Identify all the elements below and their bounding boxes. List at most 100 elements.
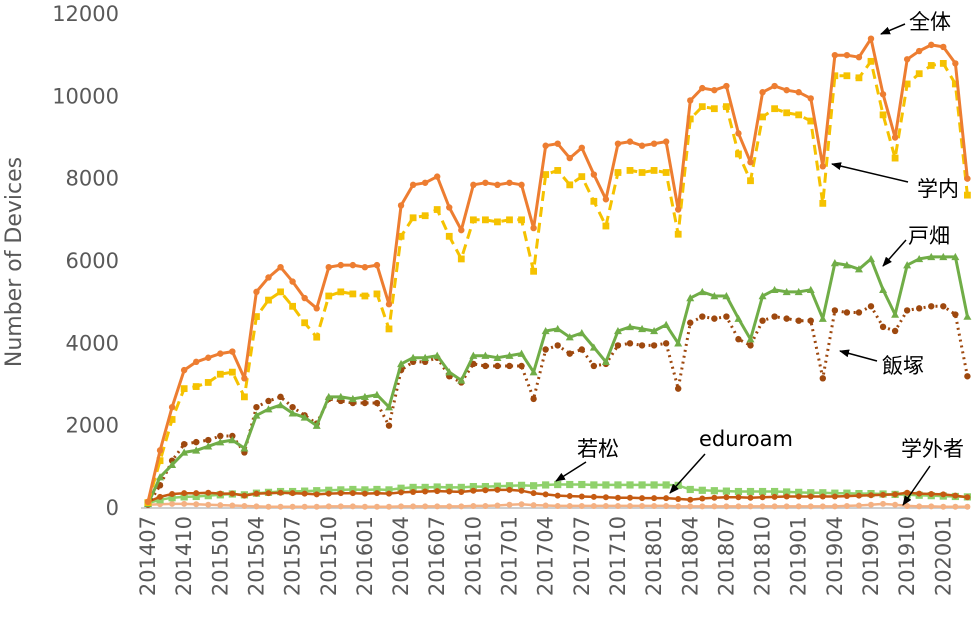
data-point [783,503,790,510]
y-tick-label: 4000 [66,331,119,355]
data-point [216,370,224,378]
data-point [951,252,960,261]
data-point [735,130,742,137]
data-point [831,493,838,500]
data-point [868,492,874,499]
data-point [722,291,731,300]
data-point [409,353,418,361]
data-point [952,492,959,499]
data-point [674,339,683,347]
data-point [372,390,381,398]
data-point [181,490,188,497]
data-point [650,326,659,335]
data-point [830,259,839,267]
data-point [614,169,622,176]
data-point [686,115,694,123]
data-point [494,181,501,189]
data-point [542,491,549,498]
data-point [313,491,320,498]
data-point [602,481,610,489]
data-point [951,80,959,88]
data-point [277,263,284,271]
data-point [361,490,368,497]
x-tick-label: 201407 [136,516,160,596]
data-point [928,41,935,49]
data-point [565,333,574,341]
data-point [228,436,237,444]
x-tick-label: 201901 [787,516,811,596]
data-point [542,346,549,353]
data-point [710,487,718,495]
data-point [782,287,791,296]
data-point [770,285,779,294]
data-point [217,432,224,440]
data-point [337,503,344,510]
y-tick-label: 10000 [52,84,119,108]
data-point [204,442,213,450]
data-point [675,495,682,502]
data-point [156,473,165,481]
data-point [723,494,730,501]
series-2 [144,252,972,508]
data-point [253,288,260,296]
data-point [325,263,332,271]
x-tick-label: 201810 [751,516,775,596]
data-point [205,354,212,361]
data-point [952,60,959,67]
data-point [229,432,236,440]
data-point [518,181,525,189]
data-point [518,216,525,224]
annotation-label-eduroam: eduroam [699,427,793,451]
data-point [601,357,610,366]
data-point [554,342,561,349]
annotation-label-tobata: 戸畑 [908,224,950,248]
data-point [614,494,621,501]
data-point [842,261,851,269]
data-point [589,343,598,351]
data-point [349,490,356,497]
data-point [626,138,634,145]
data-point [964,175,971,182]
data-point [651,495,658,502]
data-point [361,292,369,300]
data-point [638,169,646,176]
data-point [517,481,526,489]
data-point [349,485,357,494]
x-tick-label: 201804 [678,516,702,596]
data-point [626,167,634,174]
data-point [169,491,176,498]
data-point [819,489,827,497]
data-point [554,167,562,174]
data-point [553,324,562,333]
data-point [940,303,947,310]
data-point [325,490,332,497]
data-point [493,353,502,361]
data-point [193,490,200,497]
data-point [385,403,393,411]
data-point [530,267,537,275]
data-point [590,502,597,509]
data-point [650,342,658,349]
data-point [735,336,742,343]
annotation-label-zentai: 全体 [909,10,951,34]
data-point [409,181,417,189]
data-point [626,322,634,331]
data-point [482,502,489,509]
data-point [807,489,815,497]
data-point [734,314,743,322]
data-point [795,317,802,324]
data-point [868,501,874,508]
data-point [265,490,272,497]
data-point [494,486,501,493]
data-point [686,485,694,494]
data-point [434,503,441,510]
data-point [180,440,188,448]
data-point [542,171,550,178]
data-point [903,56,911,63]
data-point [385,486,393,494]
data-point [614,481,622,489]
series-line [146,304,969,506]
data-point [723,82,730,90]
data-point [397,484,405,492]
data-point [193,501,200,508]
